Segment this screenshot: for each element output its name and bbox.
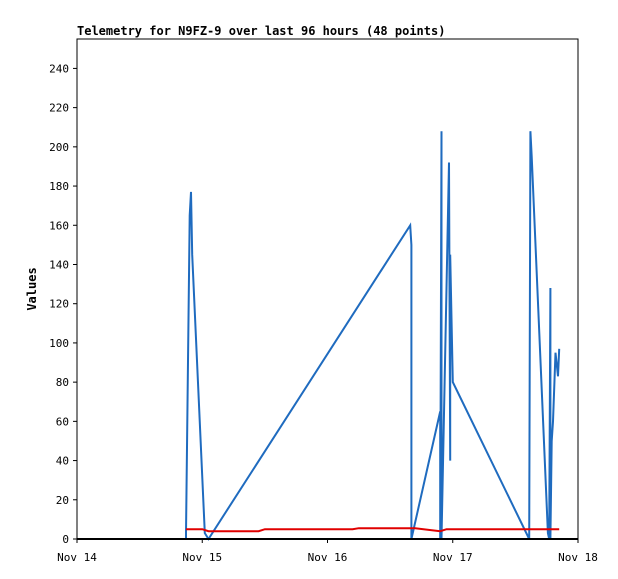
y-tick-label: 100: [49, 337, 69, 350]
x-tick-label: Nov 18: [558, 551, 598, 564]
y-tick-label: 0: [62, 533, 69, 546]
x-tick-label: Nov 17: [433, 551, 473, 564]
y-tick-label: 240: [49, 62, 69, 75]
series-line-2: [186, 527, 560, 533]
chart-title: Telemetry for N9FZ-9 over last 96 hours …: [77, 24, 445, 38]
x-axis: Nov 14 Nov 15 Nov 16 Nov 17 Nov 18: [57, 539, 598, 564]
y-tick-label: 60: [56, 415, 69, 428]
series-line-1: [185, 131, 561, 541]
y-tick-label: 220: [49, 102, 69, 115]
x-tick-label: Nov 15: [182, 551, 222, 564]
y-axis: 0 20 40 60 80 100 120 140 160 180 200 220 240: [49, 62, 77, 546]
series-layer: [77, 131, 578, 541]
y-tick-label: 140: [49, 258, 69, 271]
x-tick-label: Nov 16: [308, 551, 348, 564]
y-tick-label: 40: [56, 455, 69, 468]
y-tick-label: 120: [49, 298, 69, 311]
x-tick-label: Nov 14: [57, 551, 97, 564]
y-tick-label: 80: [56, 376, 69, 389]
y-tick-label: 160: [49, 219, 69, 232]
y-tick-label: 20: [56, 494, 69, 507]
y-axis-label: Values: [25, 267, 39, 310]
plot-area: [76, 38, 579, 540]
y-tick-label: 180: [49, 180, 69, 193]
y-tick-label: 200: [49, 141, 69, 154]
